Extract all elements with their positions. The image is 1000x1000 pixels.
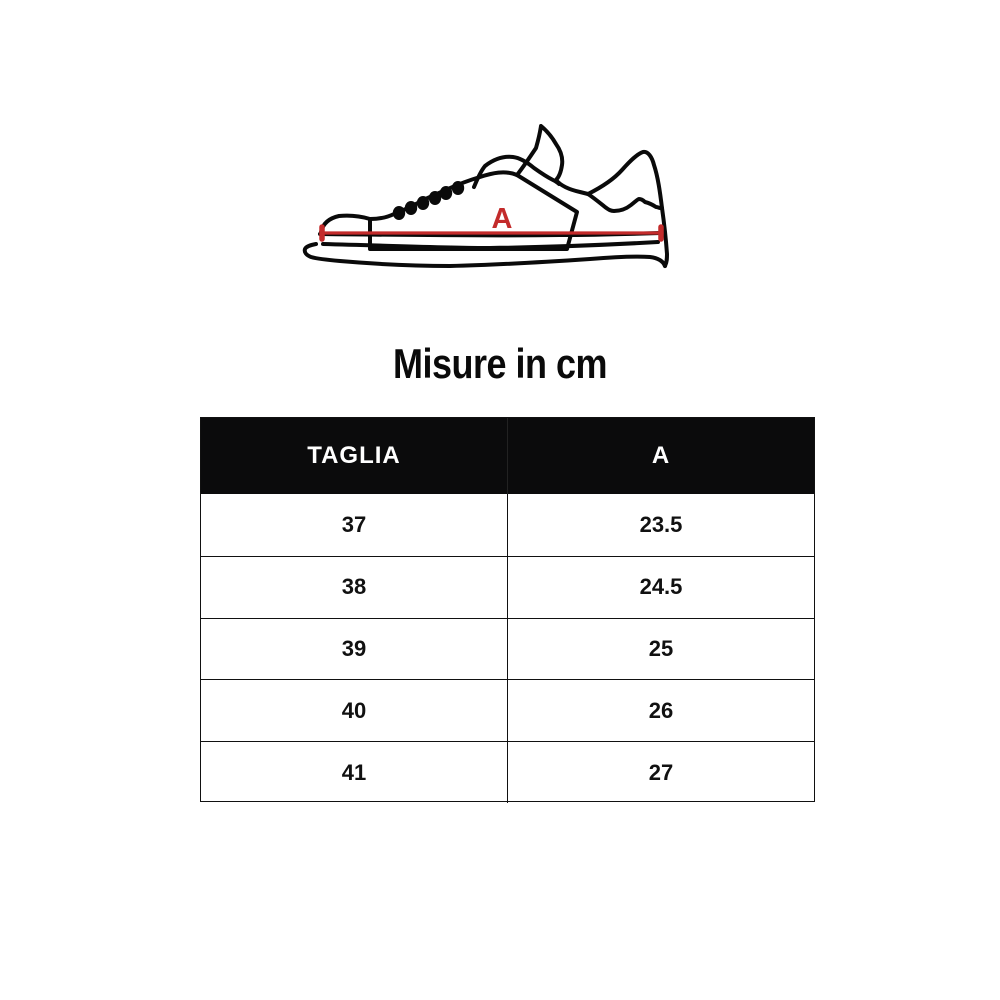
svg-text:A: A	[492, 203, 513, 235]
